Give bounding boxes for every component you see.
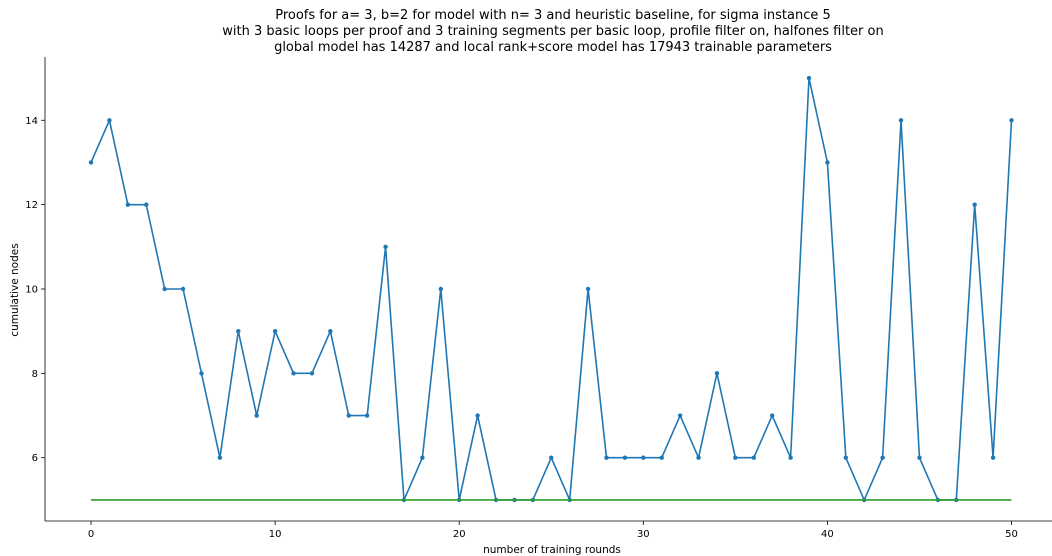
series-1-point: [990, 455, 996, 460]
series-1-line: [90, 77, 1013, 501]
x-tick-label: 30: [637, 529, 650, 540]
y-tick-label: 12: [25, 200, 38, 211]
series-1-point: [677, 413, 683, 418]
series-1-point: [107, 118, 112, 123]
series-1-point: [622, 455, 628, 460]
series-1-point: [806, 75, 812, 81]
series-1-point: [328, 328, 333, 334]
y-tick-label: 8: [32, 369, 38, 380]
chart-title-line-1: Proofs for a= 3, b=2 for model with n= 3…: [275, 8, 831, 23]
series-1-point: [659, 455, 664, 460]
series-1-point: [438, 286, 443, 292]
plot-area: [88, 75, 1014, 503]
series-1-point: [549, 455, 554, 460]
series-1-point: [733, 455, 738, 460]
series-1-point: [696, 455, 701, 460]
series-1-point: [420, 455, 425, 460]
series-1-point: [254, 413, 259, 418]
series-1-point: [751, 455, 756, 460]
series-1-point: [604, 455, 609, 460]
series-1-point: [217, 455, 223, 460]
x-tick-label: 0: [88, 529, 94, 540]
series-1-point: [162, 286, 167, 292]
axes: 0 10 20 30 40 50 6 8 10 12 14: [25, 57, 1052, 540]
series-1-point: [714, 371, 720, 376]
x-axis-label: number of training rounds: [483, 544, 621, 556]
x-tick-label: 10: [269, 529, 282, 540]
series-1-point: [475, 413, 480, 418]
y-tick-label: 10: [25, 285, 38, 296]
y-tick-label: 14: [25, 116, 38, 127]
chart-title-line-3: global model has 14287 and local rank+sc…: [274, 40, 832, 55]
series-1-point: [788, 455, 793, 460]
series-1-point: [1009, 118, 1014, 123]
x-tick-label: 40: [821, 529, 834, 540]
series-1-point: [309, 371, 315, 376]
series-1-point: [144, 202, 149, 207]
chart-title-line-2: with 3 basic loops per proof and 3 train…: [222, 24, 883, 39]
series-1-point: [917, 455, 922, 460]
series-1-point: [125, 202, 131, 207]
series-1-point: [972, 202, 977, 207]
series-1-point: [585, 286, 591, 292]
series-1-point: [898, 118, 904, 123]
series-1-point: [641, 455, 646, 460]
y-axis-label: cumulative nodes: [9, 243, 21, 336]
series-1-point: [383, 244, 388, 250]
series-1-point: [291, 371, 296, 376]
series-1-point: [272, 328, 278, 334]
series-1-point: [843, 455, 849, 460]
chart-title: Proofs for a= 3, b=2 for model with n= 3…: [222, 8, 883, 55]
series-1-point: [88, 160, 94, 165]
x-tick-label: 50: [1005, 529, 1018, 540]
series-1-point: [769, 413, 775, 418]
series-1-point: [880, 455, 885, 460]
series-1-point: [825, 160, 830, 165]
series-1-point: [364, 413, 370, 418]
series-1-point: [180, 286, 186, 292]
series-1-point: [236, 328, 241, 334]
series-1-point: [199, 371, 204, 376]
x-tick-label: 20: [453, 529, 466, 540]
y-tick-label: 6: [32, 453, 38, 464]
series-1-point: [346, 413, 351, 418]
